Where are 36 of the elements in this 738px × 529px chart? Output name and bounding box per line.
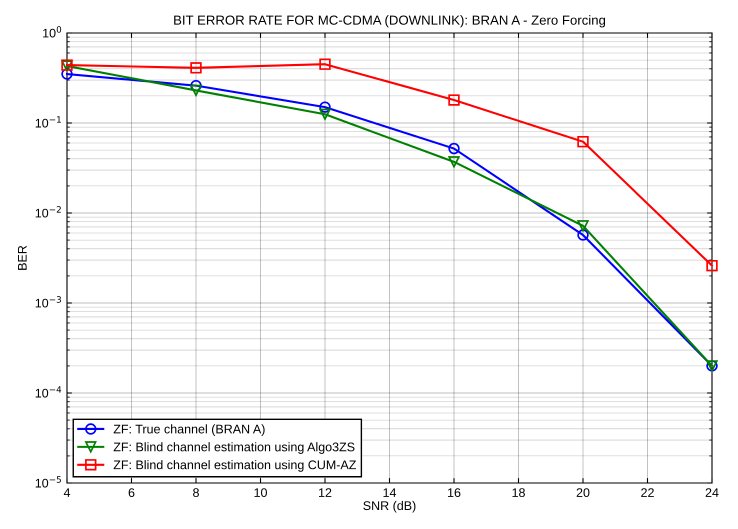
point xyxy=(577,136,589,148)
x-tick-label: 8 xyxy=(193,488,199,498)
x-tick-label: 12 xyxy=(319,488,332,497)
x-tick-label: 14 xyxy=(384,488,396,497)
y-tick-label: 10$^{−4}$ xyxy=(36,386,62,398)
x-axis-title: SNR (dB) xyxy=(363,500,416,513)
point xyxy=(319,58,331,70)
point xyxy=(577,229,589,241)
x-tick-label: 18 xyxy=(512,488,525,498)
y-tick-label: 10$^{−2}$ xyxy=(36,206,61,218)
point xyxy=(319,101,331,113)
x-tick-label: 16 xyxy=(448,488,460,498)
point xyxy=(448,156,460,168)
legend-label: ZF: True channel (BRAN A) xyxy=(114,424,265,436)
chart-title: BIT ERROR RATE FOR MC-CDMA (DOWNLINK): BRAN A - Zero Forcing xyxy=(174,15,606,28)
point xyxy=(448,94,460,106)
x-tick-label: 24 xyxy=(706,488,719,497)
point xyxy=(319,108,331,120)
y-tick-label: 10$^{−5}$ xyxy=(36,476,61,488)
x-tick-label: 22 xyxy=(641,488,654,497)
y-tick-label: 10$^{−1}$ xyxy=(36,116,61,128)
point xyxy=(577,220,589,232)
point xyxy=(190,80,202,92)
legend-label: ZF: Blind channel estimation using CUM-AZ xyxy=(114,460,356,472)
point xyxy=(190,84,202,96)
point xyxy=(190,62,202,74)
x-tick-label: 4 xyxy=(64,488,70,497)
point xyxy=(448,142,460,154)
y-tick-label: 10$^{0}$ xyxy=(43,26,62,38)
y-axis-title: BER xyxy=(18,246,27,270)
x-tick-label: 20 xyxy=(576,488,590,498)
legend-label: ZF: Blind channel estimation using Algo3ZS xyxy=(114,442,354,454)
point xyxy=(706,260,718,272)
x-tick-label: 10 xyxy=(254,488,267,498)
y-tick-label: 10$^{−3}$ xyxy=(36,296,61,308)
x-tick-label: 6 xyxy=(128,488,134,498)
